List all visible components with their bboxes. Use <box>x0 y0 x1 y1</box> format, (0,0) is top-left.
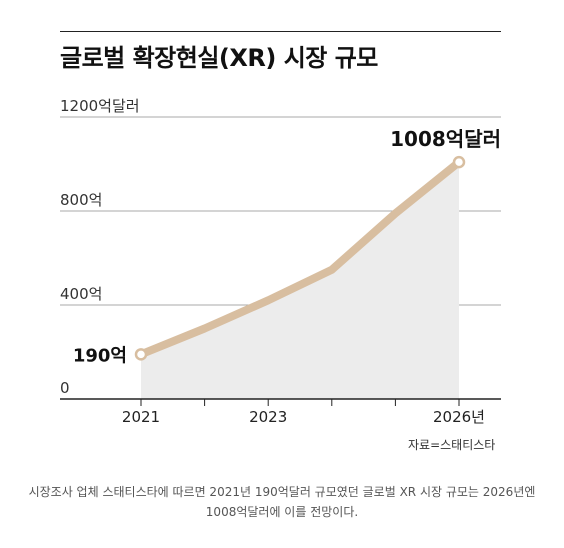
caption: 시장조사 업체 스태티스타에 따르면 2021년 190억달러 규모였던 글로벌… <box>0 482 564 522</box>
chart-title: 글로벌 확장현실(XR) 시장 규모 <box>60 44 378 72</box>
data-point-marker <box>134 348 148 361</box>
title-rule <box>60 31 501 32</box>
x-axis <box>60 398 501 406</box>
y-tick-label: 0 <box>60 379 70 397</box>
caption-line-1: 시장조사 업체 스태티스타에 따르면 2021년 190억달러 규모였던 글로벌… <box>28 485 536 499</box>
chart-labels: 0 400억 800억 1200억달러 2021 2023 2026년 190억 1008억달러 <box>60 97 501 426</box>
x-tick-label: 2023 <box>249 408 287 426</box>
y-tick-label: 1200억달러 <box>60 97 140 115</box>
data-label-end: 1008억달러 <box>390 127 501 151</box>
x-tick-label: 2026년 <box>433 408 485 426</box>
source-note: 자료=스태티스타 <box>408 438 496 452</box>
series-line-layer <box>134 155 466 361</box>
y-tick-label: 400억 <box>60 285 102 303</box>
data-label-start: 190억 <box>73 345 127 366</box>
x-tick-label: 2021 <box>122 408 160 426</box>
series-line <box>137 158 463 359</box>
data-point-marker <box>452 155 466 169</box>
y-tick-label: 800억 <box>60 191 102 209</box>
area-fill-layer <box>141 162 459 399</box>
area-fill <box>141 162 459 399</box>
caption-line-2: 1008억달러에 이를 전망이다. <box>205 505 359 519</box>
